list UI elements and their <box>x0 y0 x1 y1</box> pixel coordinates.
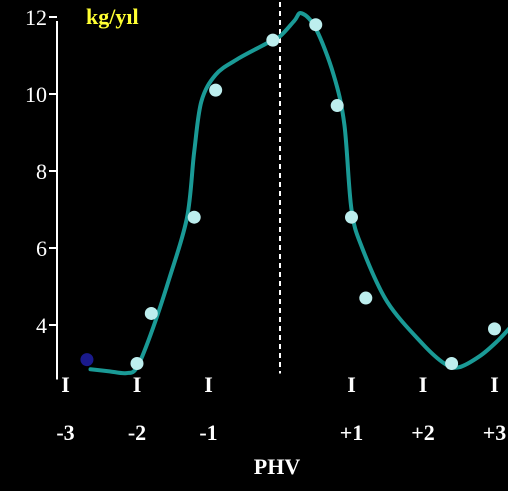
data-point <box>130 357 144 370</box>
data-point <box>488 322 501 336</box>
x-tick-label: +2 <box>411 420 435 445</box>
x-axis: I -3 I -2 I -1 I +1 I +2 I +3 <box>56 372 506 445</box>
x-tick-mark: I <box>204 372 213 397</box>
y-tick-label: 4 <box>36 313 47 338</box>
data-point <box>187 210 201 224</box>
trend-curve <box>88 11 508 376</box>
x-axis-label: PHV <box>254 454 301 479</box>
data-point <box>345 210 358 224</box>
x-tick-mark: I <box>419 372 428 397</box>
data-point <box>330 99 344 113</box>
y-axis: 4 6 8 10 12 <box>25 5 58 380</box>
x-tick-label: +1 <box>340 420 364 445</box>
x-tick-mark: I <box>133 372 142 397</box>
x-tick-label: -3 <box>56 420 74 445</box>
x-tick-mark: I <box>61 372 70 397</box>
data-point <box>266 33 280 47</box>
data-points <box>80 18 501 370</box>
y-tick-label: 12 <box>25 5 47 30</box>
data-point <box>209 83 223 97</box>
y-tick-label: 10 <box>25 82 47 107</box>
x-tick-label: -1 <box>199 420 217 445</box>
x-tick-label: +3 <box>483 420 507 445</box>
y-axis-unit-label: kg/yıl <box>86 4 139 29</box>
data-point <box>144 306 158 320</box>
highlight-data-point <box>80 353 94 367</box>
y-tick-label: 8 <box>36 159 47 184</box>
data-point <box>359 291 373 305</box>
x-tick-mark: I <box>490 372 499 397</box>
data-point <box>309 18 323 32</box>
data-point <box>445 357 459 370</box>
y-tick-label: 6 <box>36 236 47 261</box>
x-tick-mark: I <box>347 372 356 397</box>
x-tick-label: -2 <box>128 420 146 445</box>
